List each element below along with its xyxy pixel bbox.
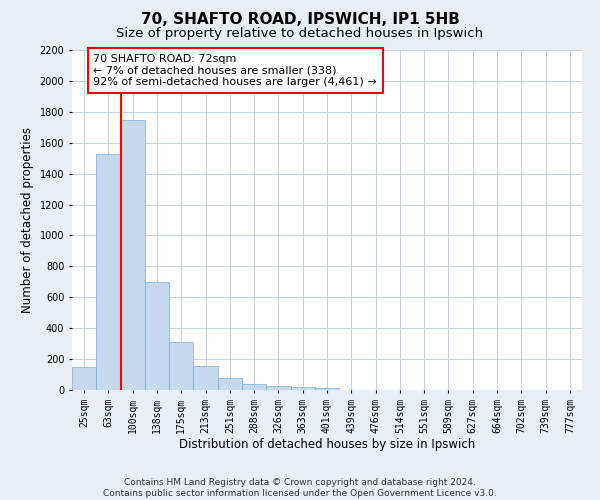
Text: 70 SHAFTO ROAD: 72sqm
← 7% of detached houses are smaller (338)
92% of semi-deta: 70 SHAFTO ROAD: 72sqm ← 7% of detached h… bbox=[94, 54, 377, 87]
Bar bbox=[290, 387, 315, 390]
Bar bbox=[218, 378, 242, 390]
Bar bbox=[121, 120, 145, 390]
Bar bbox=[193, 366, 218, 390]
Bar bbox=[72, 367, 96, 390]
Bar bbox=[169, 342, 193, 390]
Bar bbox=[96, 154, 121, 390]
Text: Contains HM Land Registry data © Crown copyright and database right 2024.
Contai: Contains HM Land Registry data © Crown c… bbox=[103, 478, 497, 498]
Bar bbox=[266, 386, 290, 390]
Text: 70, SHAFTO ROAD, IPSWICH, IP1 5HB: 70, SHAFTO ROAD, IPSWICH, IP1 5HB bbox=[140, 12, 460, 28]
Bar bbox=[145, 282, 169, 390]
Y-axis label: Number of detached properties: Number of detached properties bbox=[21, 127, 34, 313]
X-axis label: Distribution of detached houses by size in Ipswich: Distribution of detached houses by size … bbox=[179, 438, 475, 452]
Bar bbox=[315, 388, 339, 390]
Text: Size of property relative to detached houses in Ipswich: Size of property relative to detached ho… bbox=[116, 28, 484, 40]
Bar bbox=[242, 384, 266, 390]
